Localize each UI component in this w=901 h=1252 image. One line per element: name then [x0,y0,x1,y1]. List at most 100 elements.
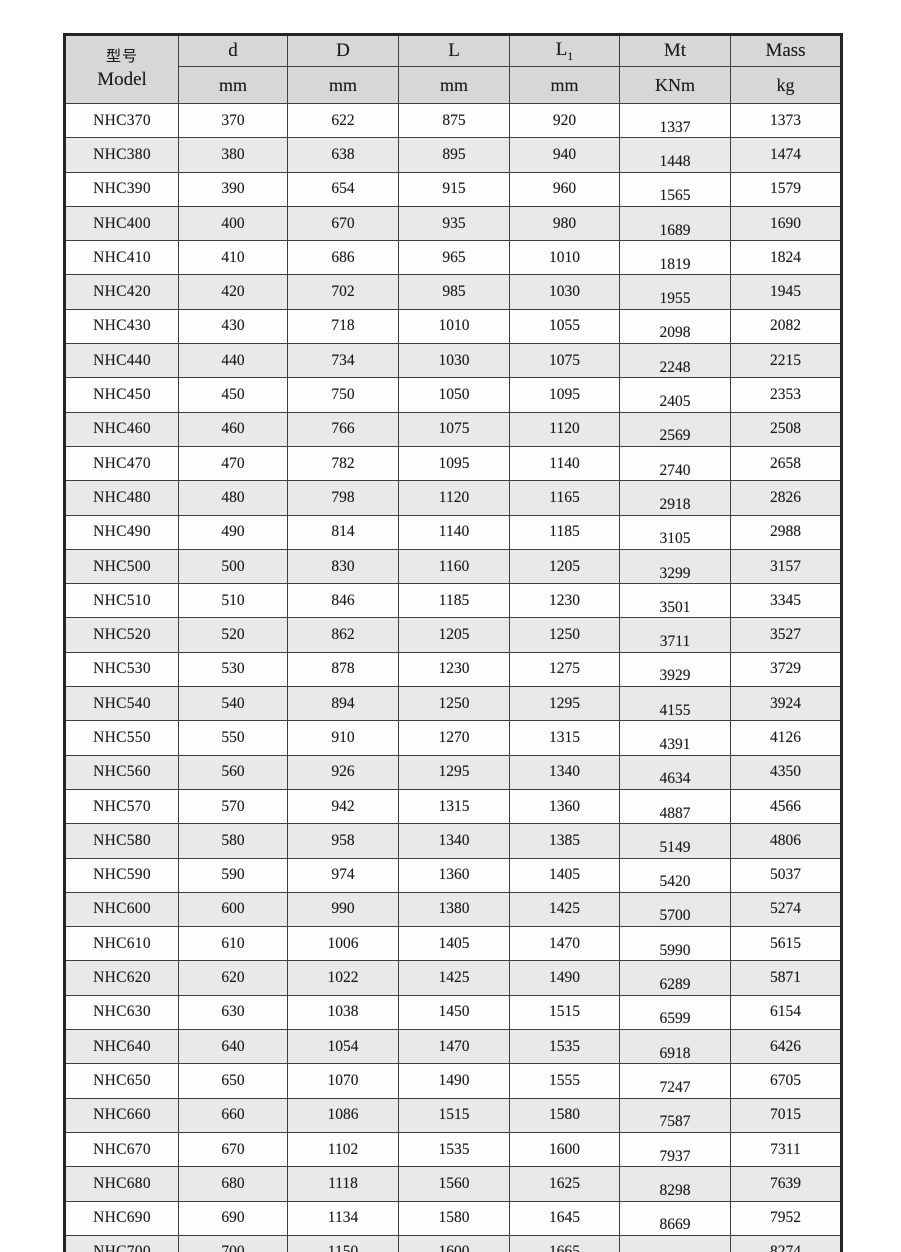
cell-Mt: 4634 [619,754,731,790]
cell-Mt: 1565 [619,171,731,207]
table-row: NHC640 640 1054 1470 1535 6918 6426 [64,1029,842,1065]
cell-L: 1075 [398,411,510,447]
table-row: NHC660 660 1086 1515 1580 7587 7015 [64,1097,842,1133]
cell-model: NHC510 [64,583,179,619]
table-row: NHC610 610 1006 1405 1470 5990 5615 [64,926,842,962]
cell-Mass: 7952 [730,1200,842,1236]
cell-d: 530 [178,651,288,688]
table-row: NHC410 410 686 965 1010 1819 1824 [64,240,842,276]
cell-d: 470 [178,445,288,482]
table-row: NHC400 400 670 935 980 1689 1690 [64,205,842,242]
cell-d: 680 [178,1166,288,1202]
cell-L: 1160 [398,548,510,585]
cell-D: 798 [287,480,399,516]
cell-L1: 1075 [509,343,620,379]
cell-L: 1295 [398,754,510,790]
table-row: NHC620 620 1022 1425 1490 6289 5871 [64,960,842,996]
cell-model: NHC470 [64,445,179,482]
cell-Mt: 1689 [619,205,731,242]
cell-L: 1050 [398,377,510,413]
table-row: NHC480 480 798 1120 1165 2918 2826 [64,480,842,516]
cell-L: 1490 [398,1063,510,1099]
cell-d: 640 [178,1029,288,1065]
table-row: NHC420 420 702 985 1030 1955 1945 [64,274,842,310]
cell-d: 420 [178,274,288,310]
cell-Mt: 2740 [619,445,731,482]
cell-d: 660 [178,1097,288,1133]
table-row: NHC490 490 814 1140 1185 3105 2988 [64,514,842,550]
cell-d: 570 [178,788,288,825]
column-header-Mass: Mass [730,34,842,67]
cell-L1: 1185 [509,514,620,550]
cell-Mass: 6426 [730,1029,842,1065]
cell-Mt: 6918 [619,1029,731,1065]
mt-value: 3105 [659,530,691,548]
cell-L1: 1625 [509,1166,620,1202]
cell-L: 915 [398,171,510,207]
cell-Mt: 1819 [619,240,731,276]
cell-D: 782 [287,445,399,482]
cell-D: 670 [287,205,399,242]
cell-model: NHC430 [64,308,179,345]
cell-L: 1205 [398,617,510,653]
cell-L1: 1665 [509,1234,620,1252]
cell-d: 540 [178,686,288,722]
cell-L: 1380 [398,891,510,928]
cell-Mt: 1448 [619,137,731,173]
cell-Mt: 2405 [619,377,731,413]
cell-L1: 1405 [509,857,620,893]
spec-table-container: 型号 Model d D L L1 Mt Mass mm mm mm mm KNm kg NHC37… [63,33,843,1252]
cell-D: 846 [287,583,399,619]
cell-model: NHC520 [64,617,179,653]
spec-table: 型号 Model d D L L1 Mt Mass mm mm mm mm KNm kg NHC37… [63,33,843,1252]
mt-value: 6599 [659,1010,691,1028]
cell-D: 862 [287,617,399,653]
cell-model: NHC530 [64,651,179,688]
mt-value: 4634 [659,770,691,788]
cell-d: 630 [178,994,288,1031]
cell-Mass: 5274 [730,891,842,928]
cell-L: 1140 [398,514,510,550]
cell-Mt: 3929 [619,651,731,688]
mt-value: 1689 [659,221,691,239]
cell-L: 1535 [398,1131,510,1168]
cell-d: 620 [178,960,288,996]
table-row: NHC600 600 990 1380 1425 5700 5274 [64,891,842,928]
mt-value: 3929 [659,667,691,685]
cell-model: NHC670 [64,1131,179,1168]
cell-model: NHC400 [64,205,179,242]
cell-L1: 1295 [509,686,620,722]
cell-L1: 1250 [509,617,620,653]
cell-model: NHC700 [64,1234,179,1252]
cell-L1: 1580 [509,1097,620,1133]
cell-model: NHC570 [64,788,179,825]
cell-L1: 1360 [509,788,620,825]
mt-value: 9052 [660,1250,691,1252]
cell-L1: 940 [509,137,620,173]
column-unit-d: mm [178,66,288,104]
mt-value: 7587 [659,1113,691,1131]
cell-L1: 1385 [509,823,620,859]
cell-Mt: 5420 [619,857,731,893]
cell-Mt: 5700 [619,891,731,928]
cell-D: 830 [287,548,399,585]
cell-Mass: 6705 [730,1063,842,1099]
cell-d: 600 [178,891,288,928]
cell-D: 1086 [287,1097,399,1133]
cell-D: 910 [287,720,399,756]
cell-L1: 1515 [509,994,620,1031]
mt-value: 7937 [659,1147,691,1165]
cell-L1: 980 [509,205,620,242]
cell-model: NHC390 [64,171,179,207]
model-header-english: Model [97,68,147,90]
cell-D: 894 [287,686,399,722]
mt-value: 2918 [659,495,691,513]
cell-Mt: 1955 [619,274,731,310]
cell-Mass: 2988 [730,514,842,550]
cell-d: 700 [178,1234,288,1252]
cell-Mass: 1474 [730,137,842,173]
cell-D: 958 [287,823,399,859]
cell-d: 370 [178,102,288,139]
cell-L: 1270 [398,720,510,756]
cell-Mass: 7015 [730,1097,842,1133]
